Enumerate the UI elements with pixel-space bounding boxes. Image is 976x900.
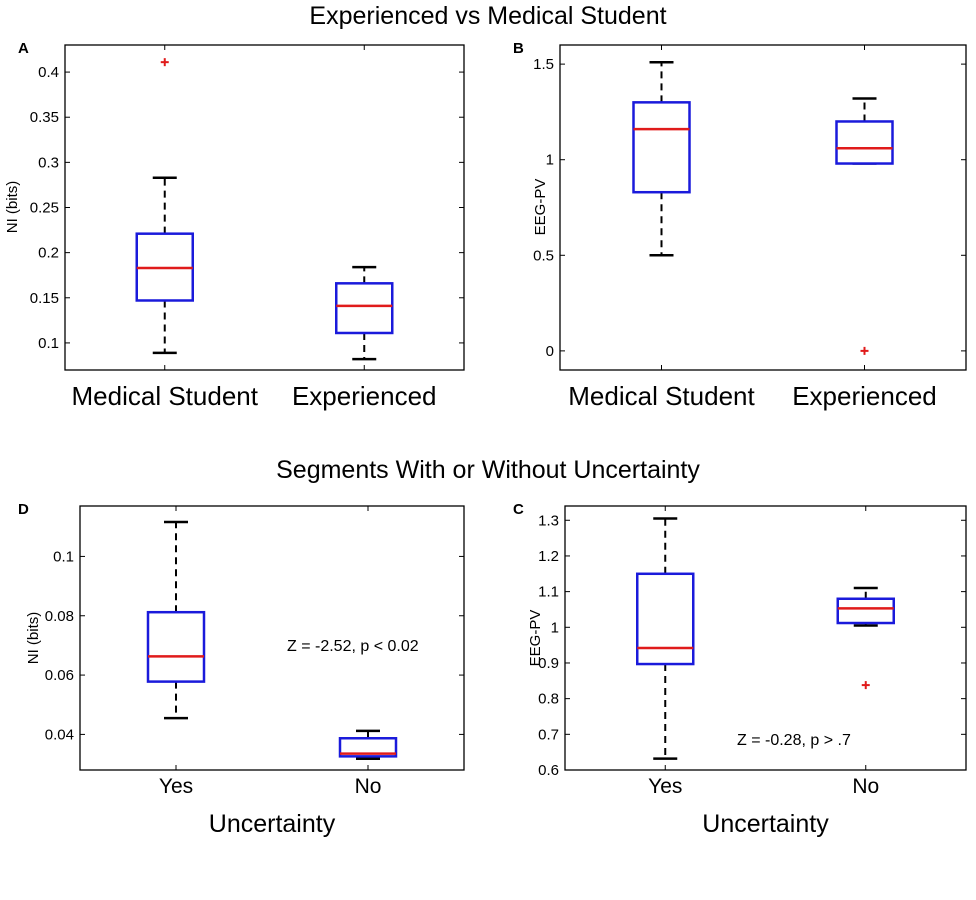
x-axis-label: Uncertainty	[209, 810, 336, 838]
x-category-label: Yes	[159, 775, 193, 798]
y-axis-label: NI (bits)	[4, 181, 21, 234]
panel-d: 0.04 0.06 0.08 0.1 Yes No NI (bits) Uncertainty…	[25, 505, 465, 838]
bottom-section-title: Segments With or Without Uncertainty	[276, 456, 700, 484]
panel-c: 0.6 0.7 0.8 0.9 1 1.1 1.2 1.3 Yes No EEG-PV Uncerta…	[527, 505, 967, 838]
stat-annotation: Z = -0.28, p > .7	[737, 732, 851, 749]
y-tick-label: 0.04	[45, 726, 74, 743]
x-category-label: Experienced	[792, 381, 937, 411]
x-axis-label: Uncertainty	[702, 810, 829, 838]
y-tick-label: 0.06	[45, 667, 74, 684]
outlier-marker	[861, 681, 870, 690]
y-tick-label: 0.25	[30, 200, 59, 217]
iqr-box	[636, 572, 695, 666]
y-tick-label: 0.08	[45, 608, 74, 625]
box-experienced	[835, 97, 894, 355]
y-tick-label: 1.2	[538, 548, 559, 565]
y-tick-label: 1	[551, 619, 559, 636]
y-axis-label: NI (bits)	[25, 612, 42, 665]
plot-frame	[79, 505, 465, 771]
iqr-box	[338, 737, 398, 758]
y-tick-label: 0.5	[533, 247, 554, 264]
y-axis-label: EEG-PV	[532, 179, 549, 236]
box-yes	[146, 520, 206, 720]
x-category-label: No	[852, 775, 879, 798]
y-tick-label: 0.2	[38, 245, 59, 262]
box-no	[338, 729, 398, 760]
x-category-label: Experienced	[292, 381, 437, 411]
y-tick-label: 1	[546, 152, 554, 169]
y-tick-label: 0.35	[30, 109, 59, 126]
x-category-label: No	[355, 775, 382, 798]
x-category-label: Medical Student	[568, 381, 755, 411]
y-tick-label: 1.3	[538, 512, 559, 529]
iqr-box	[835, 120, 894, 165]
panel-b: 0 0.5 1 1.5 Medical Student Experienced EEG-PV	[532, 44, 967, 411]
plot-frame	[64, 44, 465, 371]
panel-label-a: A	[18, 40, 29, 57]
plot-frame	[559, 44, 967, 371]
y-tick-label: 1.1	[538, 584, 559, 601]
stat-annotation: Z = -2.52, p < 0.02	[287, 638, 419, 655]
outlier-marker	[860, 346, 869, 355]
panel-label-c: C	[513, 501, 524, 518]
y-tick-label: 0.7	[538, 726, 559, 743]
panel-a: 0.1 0.15 0.2 0.25 0.3 0.35 0.4 Medical Student E…	[4, 44, 465, 411]
iqr-box	[836, 597, 895, 625]
y-tick-label: 0.3	[38, 154, 59, 171]
iqr-box	[335, 282, 394, 335]
y-tick-label: 0	[546, 343, 554, 360]
iqr-box	[146, 610, 206, 683]
box-experienced	[335, 265, 394, 361]
panel-label-b: B	[513, 40, 524, 57]
y-tick-label: 0.6	[538, 762, 559, 779]
plot-frame	[564, 505, 967, 771]
panel-label-d: D	[18, 501, 29, 518]
box-medical-student	[632, 60, 691, 257]
box-yes	[636, 517, 695, 760]
y-tick-label: 0.1	[53, 548, 74, 565]
box-no	[836, 586, 895, 690]
y-tick-label: 1.5	[533, 56, 554, 73]
outlier-marker	[160, 58, 169, 67]
x-category-label: Yes	[648, 775, 682, 798]
box-medical-student	[135, 58, 194, 355]
iqr-box	[632, 101, 691, 194]
top-section-title: Experienced vs Medical Student	[309, 2, 667, 30]
x-category-label: Medical Student	[72, 381, 259, 411]
y-tick-label: 0.9	[538, 655, 559, 672]
y-tick-label: 0.15	[30, 290, 59, 307]
y-tick-label: 0.8	[538, 691, 559, 708]
y-axis-label: EEG-PV	[527, 610, 544, 667]
y-tick-label: 0.4	[38, 64, 59, 81]
y-tick-label: 0.1	[38, 335, 59, 352]
